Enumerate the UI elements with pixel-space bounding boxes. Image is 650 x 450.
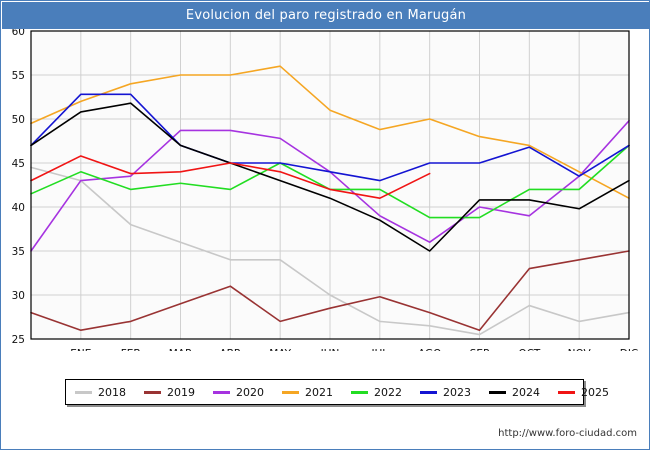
series-line-2023 (30, 93, 630, 182)
page-title-text: Evolucion del paro registrado en Marugán (185, 8, 467, 23)
x-axis-tick-label: JUL (371, 348, 389, 351)
legend-item-2020[interactable]: 2020 (213, 386, 264, 399)
y-axis-tick-label: 25 (12, 334, 25, 346)
legend-item-2021[interactable]: 2021 (282, 386, 333, 399)
legend-label: 2024 (512, 385, 540, 399)
legend-swatch-icon (144, 390, 161, 394)
x-axis-tick-label: SEP (470, 348, 490, 351)
y-axis-tick-label: 35 (12, 246, 25, 258)
legend-label: 2023 (443, 385, 471, 399)
legend-swatch-icon (558, 390, 575, 394)
line-chart-svg: 25 30 35 40 45 50 55 60 ENE FEB MAR ABR MAY JUN JUL AGO… (12, 29, 639, 351)
y-axis-tick-label: 50 (12, 114, 25, 126)
series-line-2018 (30, 166, 630, 336)
x-axis-tick-label: AGO (418, 348, 441, 351)
y-axis-tick-label: 45 (12, 158, 25, 170)
x-axis-tick-label: MAY (269, 348, 291, 351)
x-axis-tick-label: ENE (70, 348, 91, 351)
series-line-2024 (30, 102, 630, 252)
source-url: http://www.foro-ciudad.com (498, 428, 637, 439)
legend-swatch-icon (75, 390, 92, 394)
x-axis-tick-label: OCT (518, 348, 541, 351)
chart-legend: 2018 2019 2020 2021 2022 2023 2024 2025 (65, 379, 609, 405)
series-line-2021 (30, 65, 630, 199)
legend-swatch-icon (282, 390, 299, 394)
x-axis-tick-label: MAR (169, 348, 193, 351)
x-axis-tick-label: DIC (620, 348, 639, 351)
y-axis-tick-label: 60 (12, 29, 25, 38)
legend-label: 2025 (581, 385, 609, 399)
legend-item-2018[interactable]: 2018 (75, 386, 126, 399)
y-axis-tick-label: 55 (12, 70, 25, 82)
page-title: Evolucion del paro registrado en Marugán (2, 2, 650, 29)
legend-swatch-icon (489, 390, 506, 394)
series-line-2019 (30, 250, 630, 332)
legend-label: 2018 (98, 385, 126, 399)
legend-swatch-icon (420, 390, 437, 394)
legend-label: 2019 (167, 385, 195, 399)
plot-area: 25 30 35 40 45 50 55 60 ENE FEB MAR ABR MAY JUN JUL AGO… (1, 29, 650, 351)
y-axis-tick-label: 40 (12, 202, 25, 214)
legend-item-2022[interactable]: 2022 (351, 386, 402, 399)
legend-swatch-icon (351, 390, 368, 394)
x-axis-tick-label: FEB (121, 348, 141, 351)
x-axis-tick-label: ABR (219, 348, 241, 351)
legend-label: 2021 (305, 385, 333, 399)
legend-label: 2022 (374, 385, 402, 399)
legend-item-2025[interactable]: 2025 (558, 386, 609, 399)
legend-swatch-icon (213, 390, 230, 394)
x-axis-tick-label: JUN (320, 348, 340, 351)
legend-item-2023[interactable]: 2023 (420, 386, 471, 399)
y-axis-tick-label: 30 (12, 290, 25, 302)
legend-item-2024[interactable]: 2024 (489, 386, 540, 399)
legend-label: 2020 (236, 385, 264, 399)
plot-border (30, 30, 630, 340)
series-line-2025 (30, 155, 431, 199)
x-axis-tick-label: NOV (568, 348, 592, 351)
legend-item-2019[interactable]: 2019 (144, 386, 195, 399)
